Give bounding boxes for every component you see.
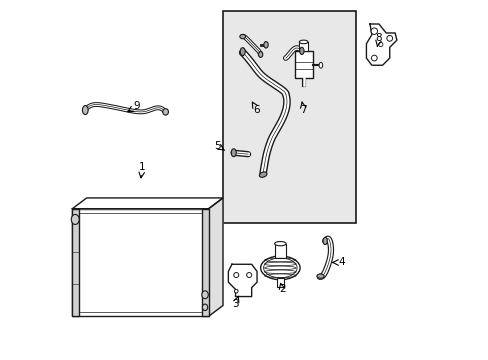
Text: 7: 7 — [300, 105, 306, 115]
Text: 1: 1 — [139, 162, 145, 172]
Ellipse shape — [231, 149, 236, 157]
Bar — [72, 209, 208, 316]
Ellipse shape — [202, 291, 208, 299]
Ellipse shape — [239, 35, 245, 39]
Bar — [72, 209, 79, 316]
Text: 3: 3 — [232, 299, 238, 309]
Ellipse shape — [202, 304, 207, 311]
Polygon shape — [72, 198, 223, 209]
Bar — [202, 209, 208, 316]
Bar — [274, 244, 285, 258]
Ellipse shape — [299, 47, 304, 54]
Ellipse shape — [323, 237, 326, 244]
Polygon shape — [208, 198, 223, 316]
Ellipse shape — [299, 40, 307, 44]
Circle shape — [233, 273, 238, 278]
Bar — [294, 51, 312, 78]
Ellipse shape — [319, 62, 322, 68]
Bar — [223, 12, 355, 223]
Circle shape — [234, 289, 238, 293]
Bar — [276, 278, 284, 287]
Circle shape — [371, 55, 376, 61]
Ellipse shape — [82, 105, 88, 114]
Ellipse shape — [263, 258, 297, 278]
Text: 6: 6 — [253, 105, 260, 115]
Bar — [299, 42, 307, 51]
Ellipse shape — [316, 274, 324, 278]
Ellipse shape — [264, 41, 267, 48]
Ellipse shape — [71, 215, 79, 225]
Ellipse shape — [163, 109, 168, 115]
Text: 4: 4 — [337, 257, 344, 267]
Ellipse shape — [274, 242, 285, 246]
Text: 9: 9 — [133, 102, 140, 112]
Polygon shape — [366, 24, 396, 65]
Text: 2: 2 — [278, 284, 285, 294]
Bar — [77, 213, 204, 312]
Polygon shape — [228, 264, 257, 297]
Ellipse shape — [259, 172, 266, 177]
Circle shape — [370, 28, 377, 35]
Circle shape — [386, 36, 392, 41]
Ellipse shape — [240, 48, 244, 55]
Circle shape — [246, 273, 251, 278]
Circle shape — [378, 42, 382, 46]
Text: 8: 8 — [375, 33, 382, 43]
Text: 5: 5 — [214, 141, 221, 151]
Ellipse shape — [260, 256, 300, 280]
Ellipse shape — [258, 51, 262, 57]
